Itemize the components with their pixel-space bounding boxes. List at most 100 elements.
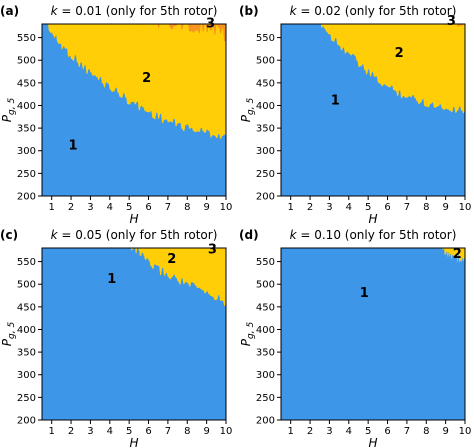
y-tick-label: 200: [256, 192, 275, 203]
y-tick-label: 350: [256, 348, 275, 359]
y-tick-label: 400: [17, 325, 36, 336]
x-tick-label: 2: [68, 202, 74, 213]
x-tick-label: 1: [48, 426, 54, 437]
panel-label: (b): [239, 4, 259, 18]
y-tick-label: 300: [256, 370, 275, 381]
region-1-fill: [281, 248, 465, 420]
y-tick-label: 250: [17, 393, 36, 404]
panel-label: (c): [0, 228, 18, 242]
region-label: 1: [331, 93, 340, 108]
panel-title: k = 0.02 (only for 5th rotor): [290, 4, 457, 18]
axes-frame: [41, 23, 227, 197]
x-tick-label: 2: [307, 426, 313, 437]
y-tick-label: 500: [17, 56, 36, 67]
x-axis-label: H: [368, 436, 377, 448]
y-tick-label: 550: [256, 33, 275, 44]
region-label: 3: [208, 242, 217, 257]
x-tick-label: 3: [326, 426, 332, 437]
y-tick-label: 550: [256, 257, 275, 268]
y-tick-label: 300: [17, 370, 36, 381]
y-tick-label: 350: [17, 124, 36, 135]
y-tick-label: 500: [17, 280, 36, 291]
region-2-fill: [320, 24, 465, 114]
x-tick-label: 9: [442, 426, 448, 437]
region-3-fill: [443, 24, 465, 27]
heatmap-area: [42, 24, 226, 196]
panel-title: k = 0.10 (only for 5th rotor): [290, 228, 457, 242]
region-label: 2: [167, 252, 176, 267]
x-tick-label: 4: [346, 202, 352, 213]
x-tick-label: 7: [165, 202, 171, 213]
y-tick-label: 450: [17, 78, 36, 89]
x-tick-label: 10: [459, 202, 472, 213]
region-label: 2: [453, 247, 462, 262]
x-tick-label: 8: [423, 426, 429, 437]
region-label: 1: [68, 139, 77, 154]
panel-3: 1 2 1 2 3 4 5 6 7 8 9 10 200 250 300 350 400 450 500 550 H Pg…: [239, 228, 471, 448]
region-label: 1: [360, 286, 369, 301]
y-axis-label: Pg, 5: [0, 322, 17, 347]
region-label: 3: [447, 14, 456, 29]
y-tick-label: 500: [256, 280, 275, 291]
x-tick-label: 1: [48, 202, 54, 213]
y-axis-label: Pg, 5: [239, 322, 256, 347]
x-tick-label: 3: [87, 202, 93, 213]
x-tick-label: 9: [442, 202, 448, 213]
y-tick-label: 500: [256, 56, 275, 67]
axes-frame: [280, 23, 466, 197]
heatmap-area: [42, 248, 226, 420]
panel-1: 1 2 3 1 2 3 4 5 6 7 8 9 10 200 250 300 350 400 450 500 550 H P…: [239, 4, 471, 226]
y-tick-label: 400: [256, 325, 275, 336]
heatmap-area: [281, 248, 465, 420]
x-tick-label: 1: [287, 202, 293, 213]
panel-2: 1 2 3 1 2 3 4 5 6 7 8 9 10 200 250 300 350 400 450 500 550 H P…: [0, 228, 232, 448]
axes-frame: [41, 247, 227, 421]
x-tick-label: 4: [107, 426, 113, 437]
region-3-fill: [125, 24, 226, 42]
y-tick-label: 550: [17, 33, 36, 44]
x-tick-label: 10: [459, 426, 472, 437]
y-tick-label: 350: [256, 124, 275, 135]
x-axis-label: H: [368, 212, 377, 226]
x-tick-label: 3: [87, 426, 93, 437]
y-tick-label: 550: [17, 257, 36, 268]
y-tick-label: 250: [17, 169, 36, 180]
y-axis-label: Pg, 5: [0, 98, 17, 123]
x-tick-label: 1: [287, 426, 293, 437]
x-tick-label: 2: [307, 202, 313, 213]
x-tick-label: 4: [107, 202, 113, 213]
x-tick-label: 7: [165, 426, 171, 437]
x-tick-label: 9: [203, 202, 209, 213]
y-tick-label: 350: [17, 348, 36, 359]
panel-title: k = 0.01 (only for 5th rotor): [51, 4, 218, 18]
x-tick-label: 7: [404, 202, 410, 213]
x-tick-label: 6: [145, 202, 151, 213]
y-tick-label: 400: [256, 101, 275, 112]
x-tick-label: 4: [346, 426, 352, 437]
x-tick-label: 7: [404, 426, 410, 437]
y-tick-label: 300: [256, 146, 275, 157]
y-tick-label: 450: [17, 302, 36, 313]
panel-title: k = 0.05 (only for 5th rotor): [51, 228, 218, 242]
y-tick-label: 250: [256, 393, 275, 404]
y-axis-label: Pg, 5: [239, 98, 256, 123]
y-tick-label: 400: [17, 101, 36, 112]
y-tick-label: 450: [256, 302, 275, 313]
x-tick-label: 6: [145, 426, 151, 437]
panel-label: (d): [239, 228, 259, 242]
y-tick-label: 450: [256, 78, 275, 89]
x-tick-label: 5: [365, 202, 371, 213]
x-tick-label: 5: [126, 426, 132, 437]
x-tick-label: 3: [326, 202, 332, 213]
y-tick-label: 200: [17, 416, 36, 427]
x-tick-label: 6: [384, 426, 390, 437]
axes-frame: [280, 247, 466, 421]
y-tick-label: 200: [256, 416, 275, 427]
y-tick-label: 200: [17, 192, 36, 203]
x-tick-label: 8: [184, 202, 190, 213]
region-label: 2: [142, 71, 151, 86]
x-tick-label: 9: [203, 426, 209, 437]
region-2-fill: [48, 24, 226, 139]
